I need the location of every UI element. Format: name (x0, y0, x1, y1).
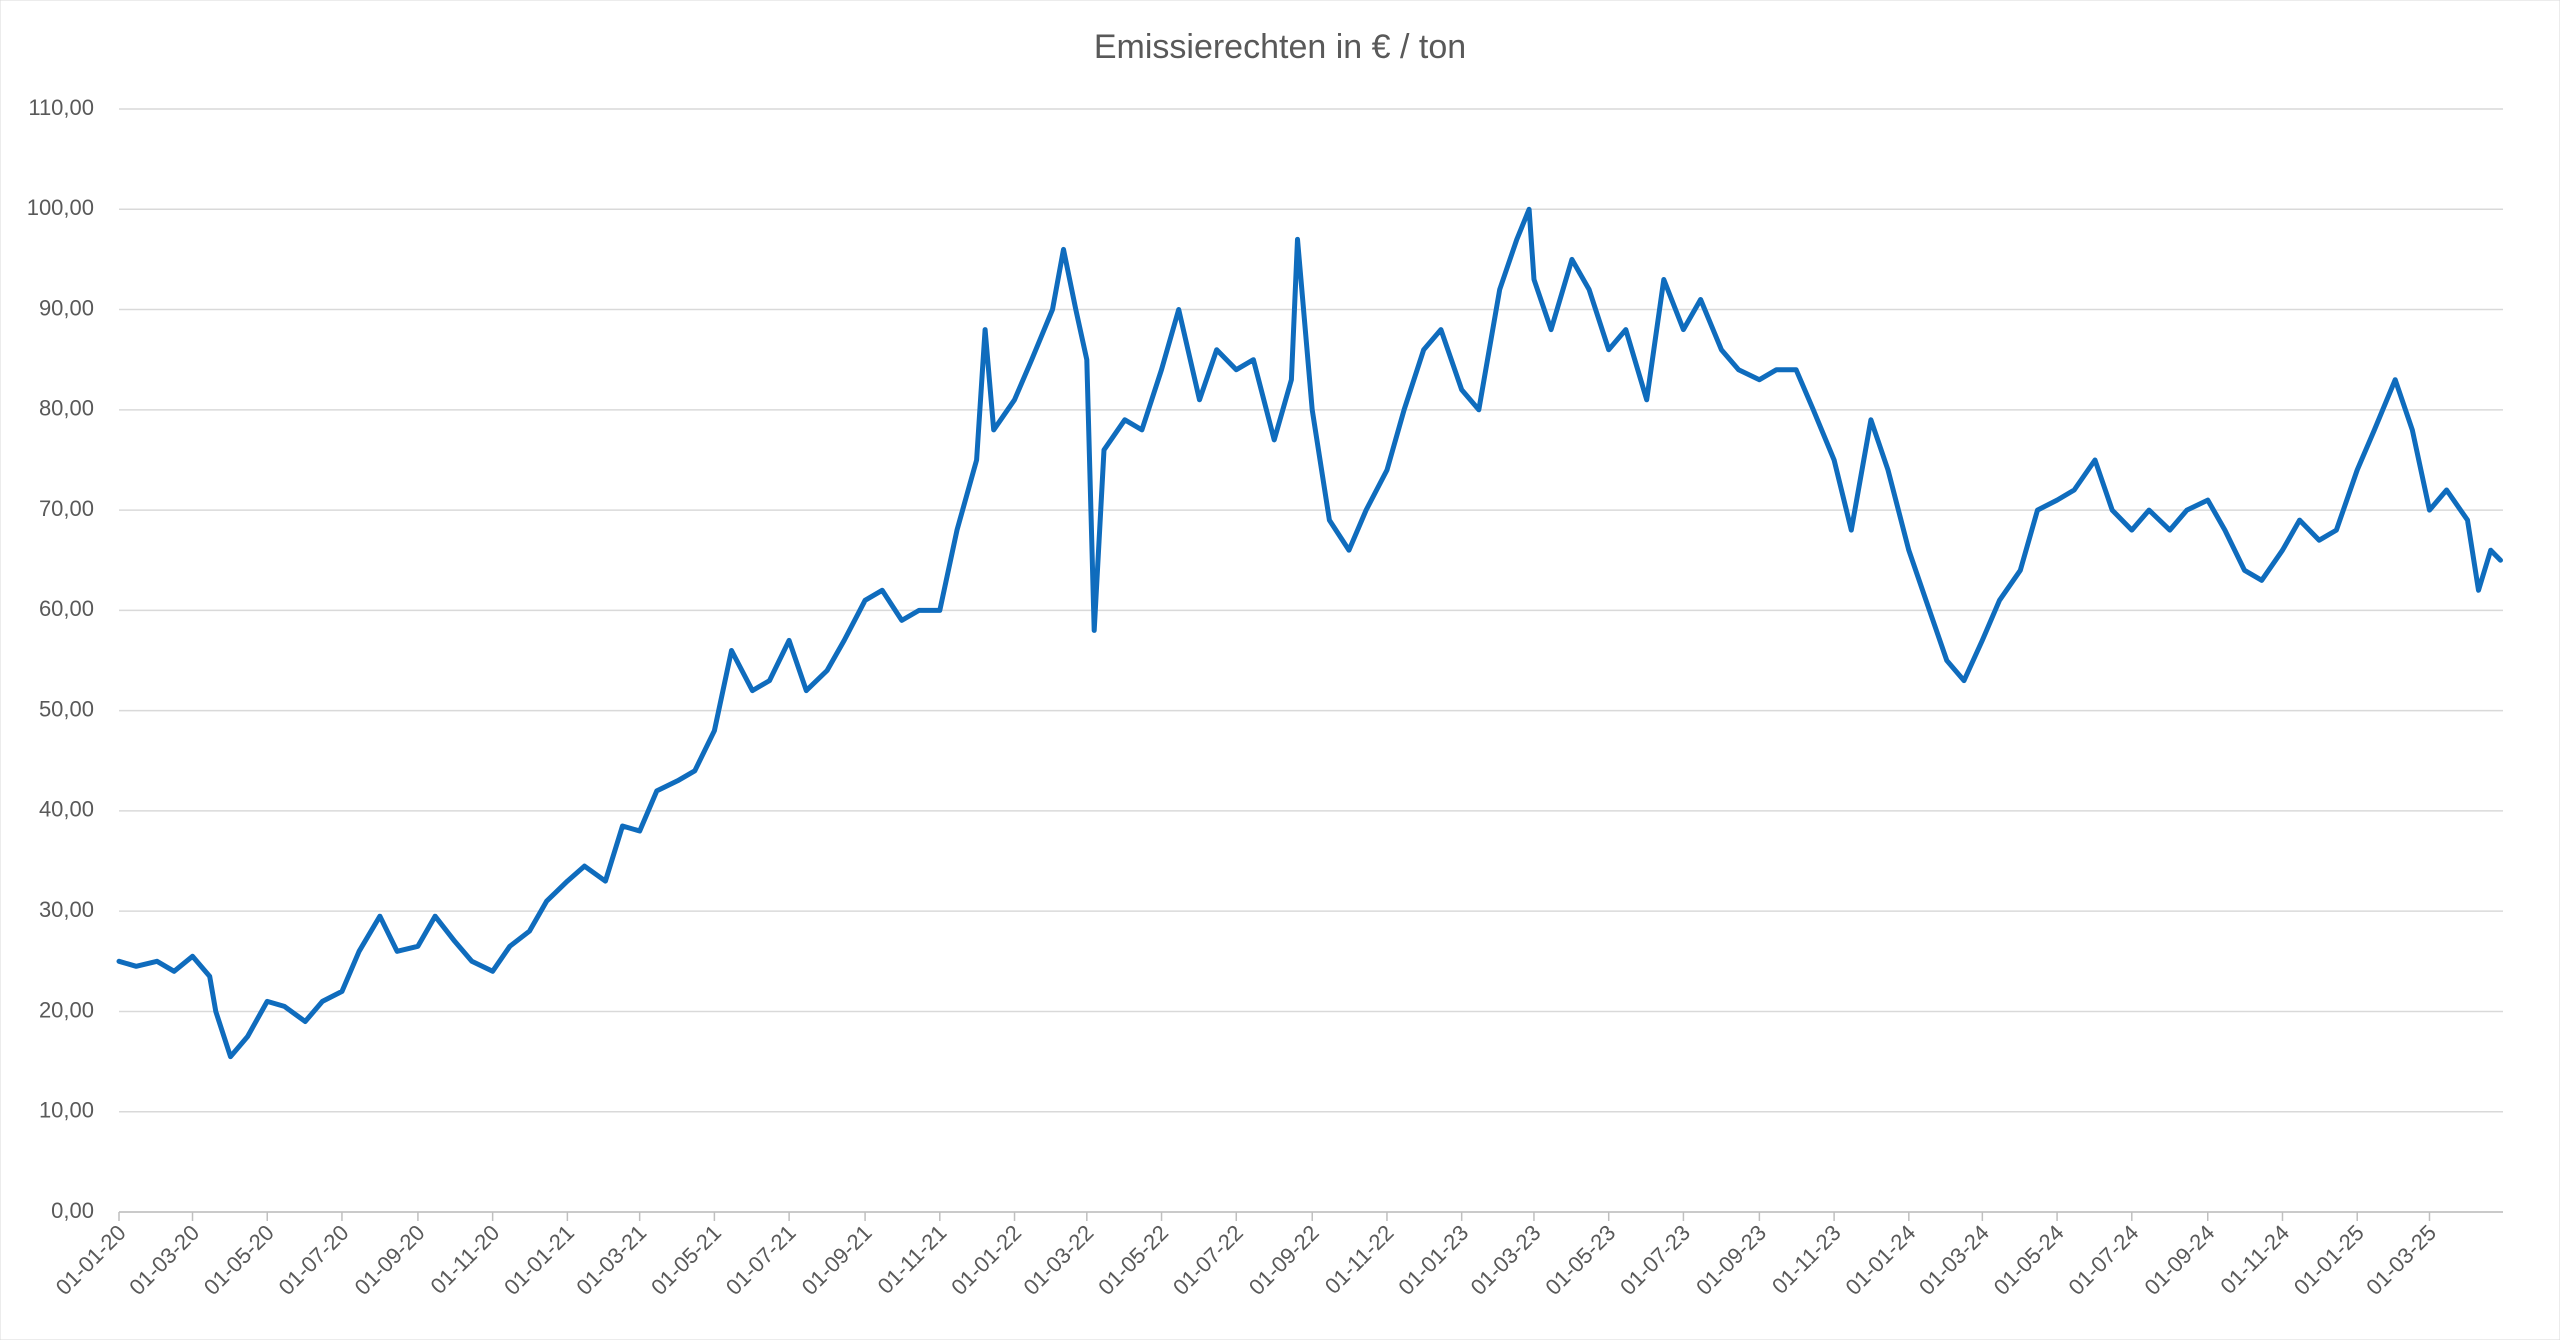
y-tick-label: 20,00 (39, 997, 94, 1022)
y-tick-label: 30,00 (39, 897, 94, 922)
y-tick-label: 10,00 (39, 1098, 94, 1123)
y-tick-label: 110,00 (28, 95, 94, 120)
y-tick-label: 100,00 (27, 195, 94, 220)
y-tick-label: 90,00 (39, 295, 94, 320)
y-tick-label: 60,00 (39, 596, 94, 621)
y-tick-label: 70,00 (39, 496, 94, 521)
chart-title: Emissierechten in € / ton (1094, 28, 1466, 66)
y-tick-label: 0,00 (51, 1198, 94, 1223)
y-tick-label: 50,00 (39, 696, 94, 721)
y-tick-label: 80,00 (39, 396, 94, 421)
y-tick-label: 40,00 (39, 797, 94, 822)
price-line (116, 206, 2503, 1060)
